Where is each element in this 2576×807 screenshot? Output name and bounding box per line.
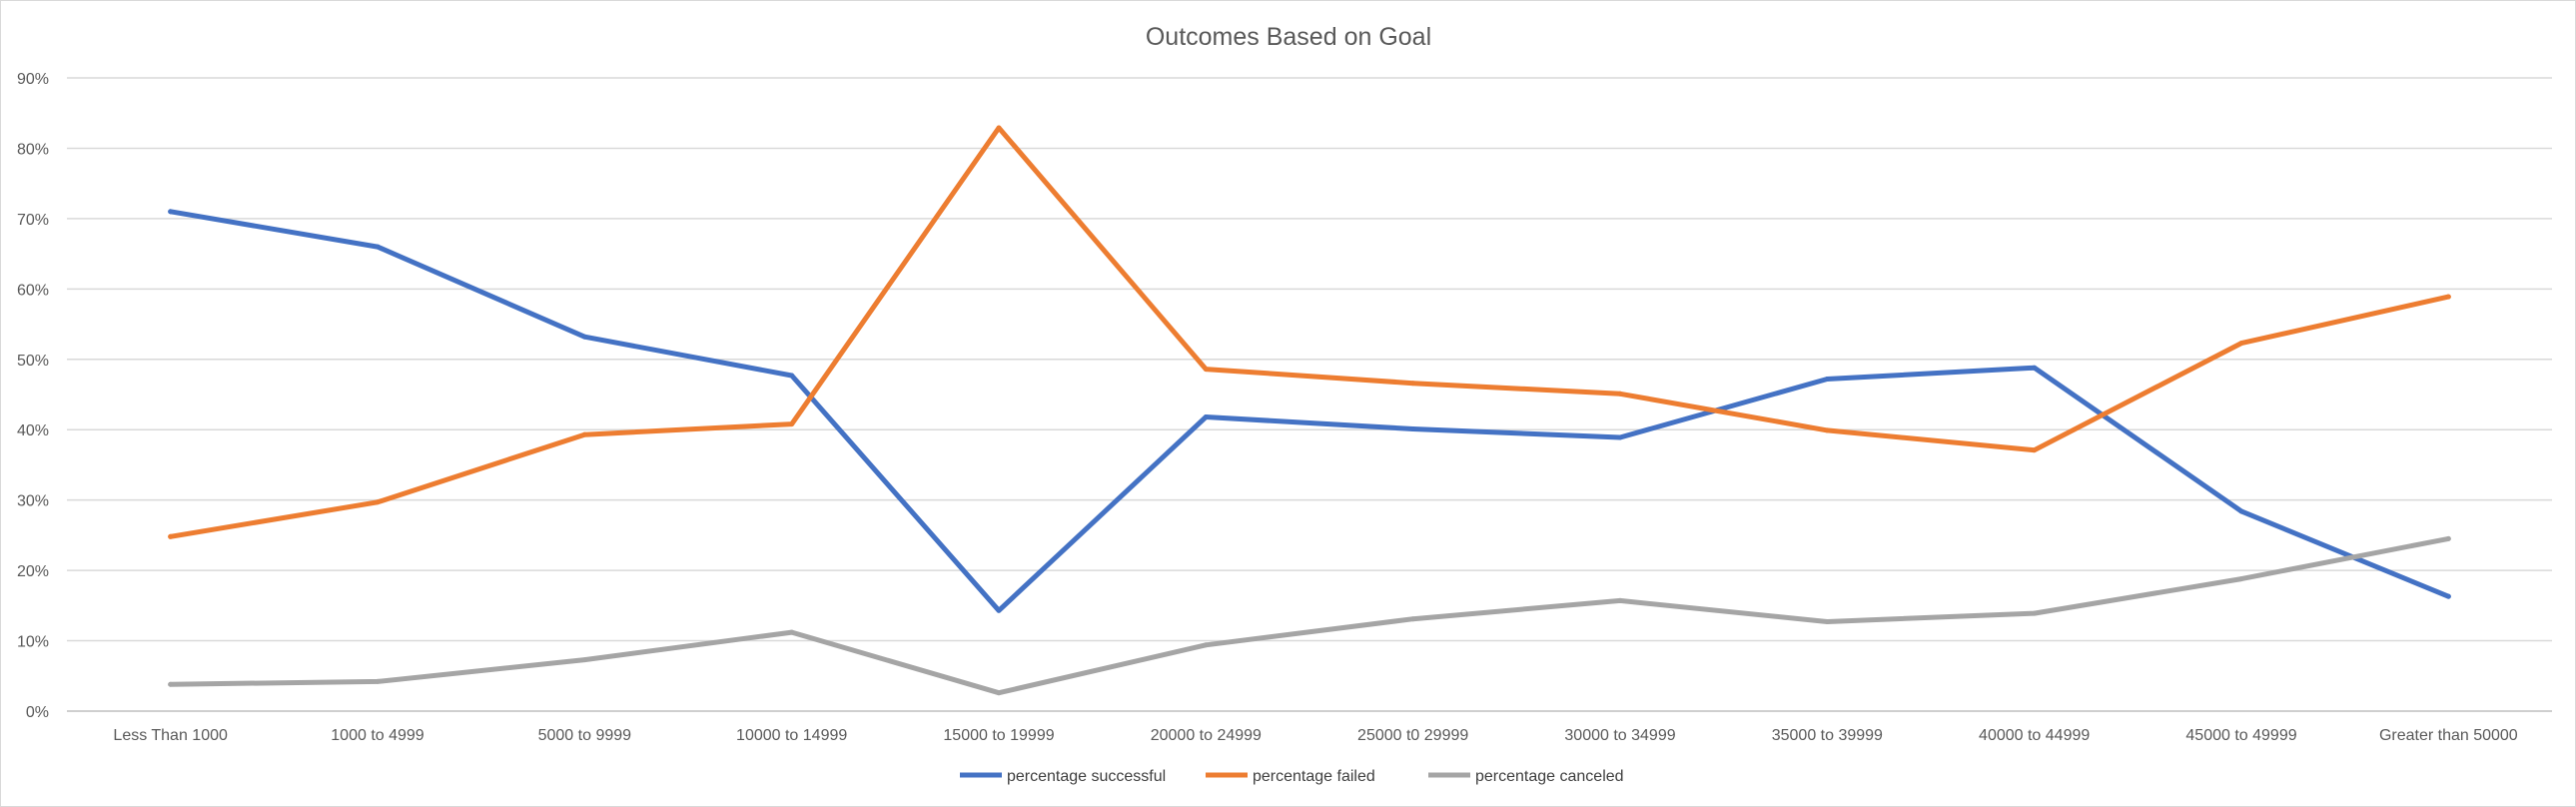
y-tick-label: 70% (17, 212, 49, 229)
data-point (1203, 414, 1209, 420)
x-tick-label: 20000 to 24999 (1151, 727, 1262, 744)
x-tick-label: Greater than 50000 (2379, 727, 2518, 744)
legend-item: percentage failed (1206, 768, 1375, 785)
data-point (168, 681, 174, 687)
y-tick-label: 90% (17, 71, 49, 88)
data-point (1617, 391, 1623, 397)
legend: percentage successful percentage failed pe… (960, 768, 1624, 785)
data-point (789, 421, 795, 427)
x-tick-label: 15000 to 19999 (943, 727, 1054, 744)
y-tick-label: 40% (17, 422, 49, 439)
data-point (168, 533, 174, 539)
x-tick-label: 35000 to 39999 (1772, 727, 1883, 744)
x-tick-label: 40000 to 44999 (1979, 727, 2090, 744)
data-point (2032, 447, 2038, 453)
y-tick-label: 0% (26, 704, 49, 721)
x-tick-label: Less Than 1000 (113, 727, 228, 744)
x-tick-label: 30000 to 34999 (1564, 727, 1675, 744)
data-point (1410, 616, 1416, 622)
x-tick-label: 5000 to 9999 (538, 727, 632, 744)
data-point (996, 690, 1002, 696)
data-point (581, 431, 587, 437)
series-percentage-successful (168, 209, 2451, 613)
data-point (789, 629, 795, 635)
x-tick-label: 45000 to 49999 (2185, 727, 2296, 744)
data-point (375, 499, 381, 505)
data-point (2032, 365, 2038, 371)
legend-item: percentage successful (960, 768, 1166, 785)
data-point (2445, 535, 2451, 541)
data-point (1410, 381, 1416, 387)
y-tick-label: 60% (17, 282, 49, 299)
legend-label: percentage successful (1007, 768, 1166, 785)
legend-label: percentage failed (1253, 768, 1375, 785)
data-point (375, 678, 381, 684)
data-point (1824, 427, 1830, 433)
x-tick-label: 25000 t0 29999 (1357, 727, 1468, 744)
x-tick-label: 1000 to 4999 (331, 727, 425, 744)
data-point (581, 657, 587, 663)
y-tick-label: 80% (17, 141, 49, 158)
y-tick-label: 20% (17, 563, 49, 580)
series-percentage-canceled (168, 535, 2451, 696)
series-lines (168, 125, 2451, 696)
x-axis-tick-labels: Less Than 1000 1000 to 4999 5000 to 9999 10… (113, 727, 2517, 744)
data-point (1824, 377, 1830, 383)
data-point (375, 244, 381, 250)
series-line (168, 535, 2451, 696)
data-point (996, 607, 1002, 613)
data-point (2238, 341, 2244, 347)
data-point (2445, 294, 2451, 300)
y-tick-label: 50% (17, 353, 49, 370)
chart-title: Outcomes Based on Goal (1146, 23, 1431, 51)
data-point (1617, 597, 1623, 603)
data-point (2445, 593, 2451, 599)
data-point (1617, 434, 1623, 440)
data-point (1203, 367, 1209, 373)
series-line (168, 209, 2451, 613)
y-axis-tick-labels: 0% 10% 20% 30% 40% 50% 60% 70% 80% 90% (17, 71, 49, 721)
data-point (996, 125, 1002, 131)
y-tick-label: 10% (17, 634, 49, 651)
data-point (2238, 508, 2244, 514)
legend-item: percentage canceled (1428, 768, 1624, 785)
data-point (789, 373, 795, 379)
gridlines (67, 77, 2552, 712)
y-tick-label: 30% (17, 493, 49, 510)
data-point (1203, 642, 1209, 648)
data-point (168, 209, 174, 215)
data-point (2238, 576, 2244, 582)
series-line (168, 125, 2451, 539)
data-point (581, 334, 587, 340)
data-point (2032, 610, 2038, 616)
legend-label: percentage canceled (1475, 768, 1624, 785)
x-tick-label: 10000 to 14999 (736, 727, 847, 744)
series-percentage-failed (168, 125, 2451, 539)
data-point (1410, 426, 1416, 432)
data-point (1824, 619, 1830, 625)
